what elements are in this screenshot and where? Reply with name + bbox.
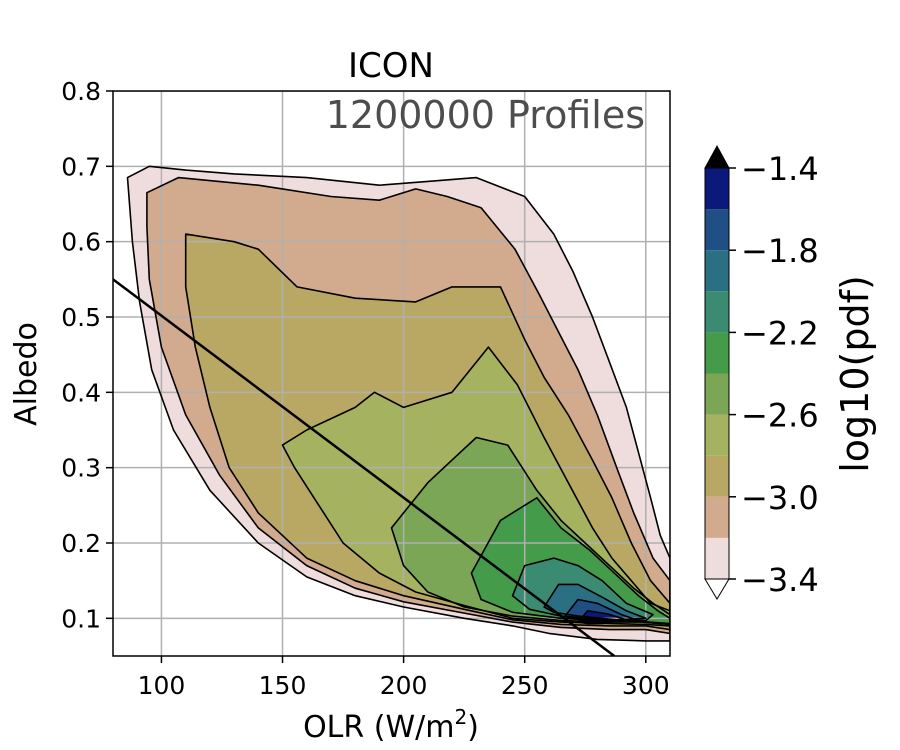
- colorbar-segment: [705, 168, 729, 210]
- x-ticks: 100 150 200 250 300: [138, 656, 670, 700]
- colorbar-segment: [705, 332, 729, 374]
- plot-frame: [112, 90, 671, 657]
- colorbar-segment: [705, 496, 729, 538]
- x-tick-label: 200: [380, 671, 428, 700]
- x-tick-label: 300: [622, 671, 670, 700]
- colorbar-segment: [705, 291, 729, 333]
- colorbar-segment: [705, 455, 729, 497]
- contour-line: [511, 557, 654, 622]
- regression-line-group: [113, 278, 616, 656]
- contour-line: [184, 233, 670, 631]
- colorbar-tick-label: −2.2: [741, 314, 819, 352]
- colorbar-tick-label: −1.4: [741, 150, 819, 188]
- colorbar-segment: [705, 250, 729, 292]
- x-tick-label: 100: [138, 671, 186, 700]
- y-axis-label: Albedo: [9, 322, 44, 426]
- colorbar-tick-label: −3.4: [741, 561, 819, 599]
- colorbar-segment: [705, 373, 729, 415]
- contour-line: [390, 436, 670, 626]
- contour-line: [577, 609, 628, 625]
- colorbar-tick-label: −1.8: [741, 232, 819, 270]
- colorbar-frame: [704, 167, 730, 580]
- contour-line: [281, 346, 670, 627]
- colorbar-extend-min: [704, 578, 730, 600]
- y-tick-label: 0.4: [61, 378, 101, 407]
- y-tick-label: 0.1: [61, 604, 101, 633]
- contour-line: [146, 176, 670, 635]
- y-tick-label: 0.2: [61, 529, 101, 558]
- profiles-annotation: 1200000 Profiles: [326, 93, 645, 137]
- colorbar-segment: [705, 414, 729, 456]
- colorbar-label: log10(pdf): [833, 275, 877, 473]
- x-axis-label: OLR (W/m2): [303, 705, 479, 745]
- colorbar-segments: [705, 168, 729, 579]
- colorbar-segment: [705, 209, 729, 251]
- colorbar-ticks: −1.4 −1.8 −2.2 −2.6 −3.0 −3.4: [729, 150, 819, 599]
- contour-line: [126, 165, 670, 642]
- contour-fills: [127, 166, 670, 641]
- y-tick-label: 0.8: [61, 77, 101, 106]
- colorbar-segment: [705, 537, 729, 579]
- y-tick-label: 0.3: [61, 454, 101, 483]
- regression-line: [113, 278, 616, 656]
- chart-title: ICON: [348, 46, 434, 86]
- contour-fill: [563, 599, 637, 620]
- y-tick-label: 0.5: [61, 303, 101, 332]
- y-ticks: 0.1 0.2 0.3 0.4 0.5 0.6 0.7 0.8: [61, 77, 113, 633]
- x-tick-label: 250: [501, 671, 549, 700]
- colorbar-tick-label: −3.0: [741, 479, 819, 517]
- colorbar-extend-max: [704, 144, 730, 169]
- contour-line: [470, 496, 670, 625]
- colorbar: −1.4 −1.8 −2.2 −2.6 −3.0 −3.4 log10(pdf): [704, 144, 877, 600]
- y-tick-label: 0.6: [61, 228, 101, 257]
- y-tick-label: 0.7: [61, 152, 101, 181]
- x-tick-label: 150: [259, 671, 307, 700]
- colorbar-tick-label: −2.6: [741, 397, 819, 435]
- grid: [113, 91, 670, 656]
- contour-lines: [126, 165, 670, 642]
